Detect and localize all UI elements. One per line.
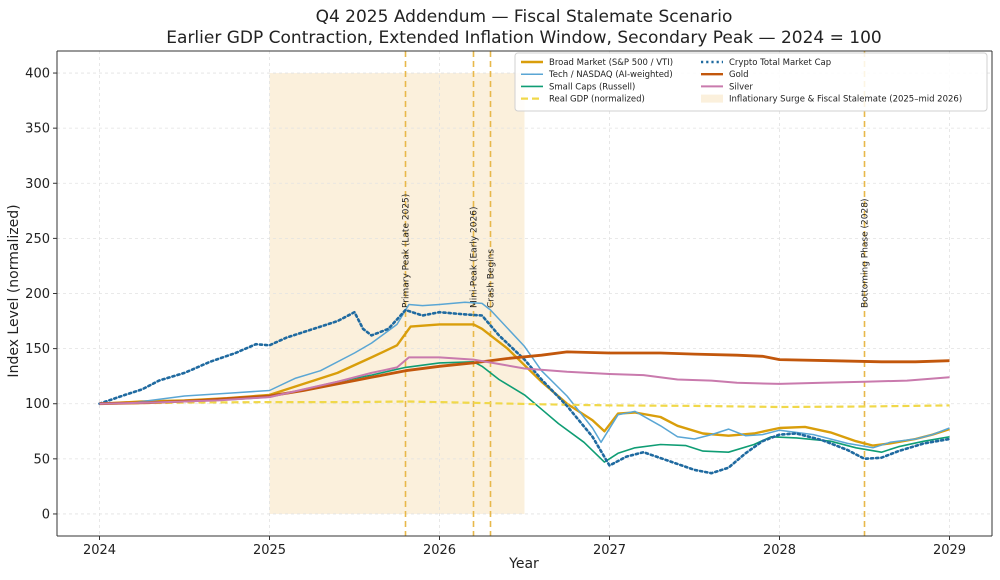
y-tick-label: 350 [25,122,50,137]
x-tick-label: 2027 [593,543,626,558]
legend-label: Crypto Total Market Cap [729,58,831,68]
legend-label: Real GDP (normalized) [549,95,645,105]
y-tick-label: 150 [25,342,50,357]
y-tick-label: 0 [42,507,50,522]
legend-label: Broad Market (S&P 500 / VTI) [549,58,673,68]
y-tick-label: 50 [33,452,50,467]
y-axis-label: Index Level (normalized) [6,204,22,377]
x-tick-label: 2026 [423,543,456,558]
series-line [99,356,950,405]
x-tick-label: 2029 [933,543,966,558]
series-line [99,350,950,406]
legend-label: Silver [729,82,753,92]
legend-swatch [701,94,723,103]
x-tick-label: 2024 [83,543,116,558]
legend-box [514,52,988,112]
annotation-label: Mini-Peak (Early 2026) [470,207,480,308]
y-tick-label: 200 [25,287,50,302]
x-axis-label: Year [508,556,539,572]
y-tick-label: 100 [25,397,50,412]
annotation-label: Bottoming Phase (2028) [861,199,871,308]
x-tick-label: 2028 [763,543,796,558]
legend-label: Gold [729,70,749,80]
x-tick-label: 2025 [253,543,286,558]
legend-label: Small Caps (Russell) [549,82,635,92]
annotation-label: Crash Begins [487,249,497,308]
series-line [99,323,950,447]
series-line [98,308,951,475]
legend: Broad Market (S&P 500 / VTI) Tech / NASDA… [514,52,988,112]
chart-title: Q4 2025 Addendum — Fiscal Stalemate Scen… [316,7,733,27]
annotation-label: Primary Peak (Late 2025) [402,194,412,308]
series-line [99,301,950,449]
y-tick-label: 300 [25,177,50,192]
y-tick-label: 250 [25,232,50,247]
series-line [99,400,950,409]
chart-subtitle: Earlier GDP Contraction, Extended Inflat… [166,28,881,48]
legend-label: Tech / NASDAQ (AI-weighted) [548,70,673,80]
y-tick-label: 400 [25,67,50,82]
legend-label: Inflationary Surge & Fiscal Stalemate (2… [729,95,962,105]
